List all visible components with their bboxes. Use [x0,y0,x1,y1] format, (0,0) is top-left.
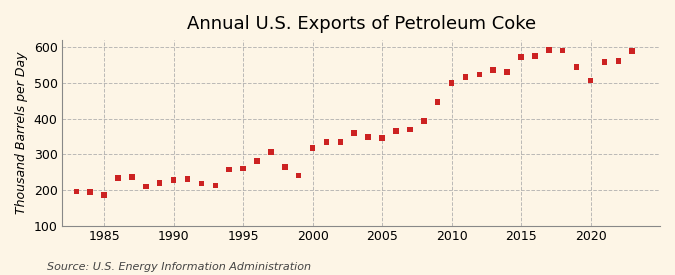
Point [543,48,554,52]
Point [321,140,332,144]
Point [155,181,165,185]
Point [446,81,457,85]
Point [252,159,263,163]
Point [307,146,318,150]
Point [293,174,304,178]
Point [627,49,638,53]
Point [529,54,540,58]
Point [349,131,360,135]
Point [474,72,485,76]
Point [265,150,276,154]
Point [362,135,373,139]
Text: Source: U.S. Energy Information Administration: Source: U.S. Energy Information Administ… [47,262,311,272]
Point [558,48,568,53]
Point [126,175,137,179]
Point [335,140,346,144]
Point [613,59,624,63]
Point [460,75,471,79]
Point [432,100,443,104]
Title: Annual U.S. Exports of Petroleum Coke: Annual U.S. Exports of Petroleum Coke [187,15,536,33]
Point [418,119,429,123]
Y-axis label: Thousand Barrels per Day: Thousand Barrels per Day [15,52,28,214]
Point [99,193,109,197]
Point [140,184,151,189]
Point [238,166,248,171]
Point [113,176,124,180]
Point [571,65,582,69]
Point [391,129,402,133]
Point [196,181,207,186]
Point [488,68,499,72]
Point [502,70,512,74]
Point [516,55,526,59]
Point [210,183,221,188]
Point [224,167,235,172]
Point [168,178,179,182]
Point [599,60,610,64]
Point [85,190,96,194]
Point [182,177,193,182]
Point [71,189,82,194]
Point [404,127,415,131]
Point [279,164,290,169]
Point [585,78,596,82]
Point [377,136,387,141]
